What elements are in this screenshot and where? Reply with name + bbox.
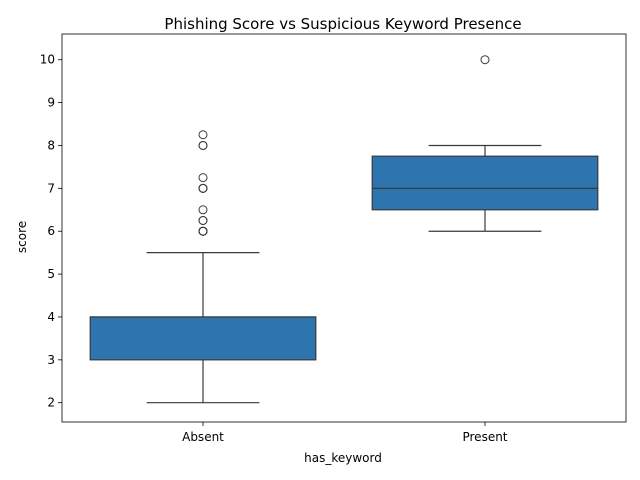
box-present [371,155,599,211]
x-tick-label: Present [462,430,507,444]
y-axis-label: score [15,221,29,253]
y-tick-label: 10 [40,53,55,67]
y-tick-label: 2 [47,396,55,410]
outlier-point-absent [198,140,208,150]
plot-area: 2 3 4 5 6 7 8 9 10 Absent Present [40,33,627,444]
y-tick-label: 8 [47,138,55,152]
y-tick-label: 4 [47,310,55,324]
y-tick-label: 6 [47,224,55,238]
outlier-point-absent [198,226,208,236]
y-tick-label: 7 [47,181,55,195]
x-tick-label: Absent [182,430,224,444]
y-tick-label: 9 [47,96,55,110]
box-absent [89,316,317,361]
y-tick-label: 3 [47,353,55,367]
plot-frame [61,33,627,423]
outlier-point-absent [198,215,208,225]
outlier-point-absent [198,173,208,183]
outlier-point-absent [198,183,208,193]
x-axis-label: has_keyword [304,451,382,465]
outlier-point-absent [198,130,208,140]
y-tick-label: 5 [47,267,55,281]
chart-title: Phishing Score vs Suspicious Keyword Pre… [164,15,521,33]
outlier-point-absent [198,205,208,215]
outlier-point-present [480,55,490,65]
